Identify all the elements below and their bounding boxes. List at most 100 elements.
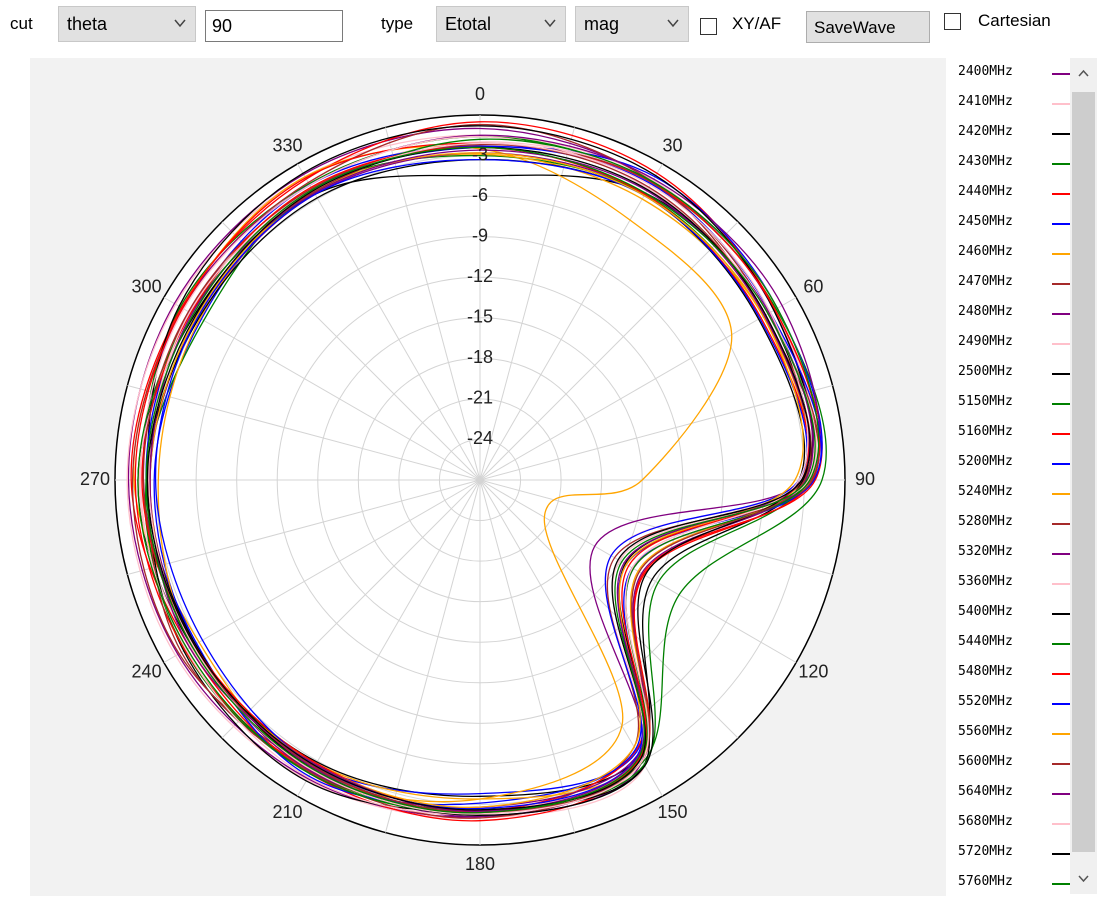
grid-spoke: [163, 479, 481, 663]
radial-tick-label: -9: [472, 225, 488, 245]
type-select-value: Etotal: [445, 14, 492, 34]
grid-spoke: [479, 127, 575, 481]
legend-item-label: 2420MHz: [958, 124, 1013, 139]
angle-tick-label: 330: [272, 135, 302, 155]
legend-swatch: [1052, 853, 1072, 855]
legend-swatch: [1052, 673, 1072, 675]
legend-swatch: [1052, 493, 1072, 495]
scroll-thumb[interactable]: [1072, 92, 1095, 852]
legend-swatch: [1052, 763, 1072, 765]
angle-tick-label: 0: [475, 84, 485, 104]
series-line-5560MHz: [149, 152, 804, 809]
radial-tick-label: -18: [467, 347, 493, 367]
grid-spoke: [221, 221, 481, 481]
legend-swatch: [1052, 343, 1072, 345]
legend-swatch: [1052, 73, 1072, 75]
grid-spoke: [297, 479, 481, 797]
legend-item-label: 5240MHz: [958, 484, 1013, 499]
legend-item-label: 5560MHz: [958, 724, 1013, 739]
radial-tick-label: -6: [472, 185, 488, 205]
legend-swatch: [1052, 373, 1072, 375]
grid-spoke: [163, 297, 481, 481]
polar-chart: 0 30 60 90 120 150 180 210 240 270 300 330 -3 -6 -9 -12…: [80, 84, 875, 874]
legend-swatch: [1052, 823, 1072, 825]
grid-spoke: [221, 479, 481, 739]
legend-swatch: [1052, 703, 1072, 705]
chevron-up-icon: [1078, 69, 1089, 77]
legend-swatch: [1052, 193, 1072, 195]
type-select[interactable]: Etotal: [436, 6, 566, 42]
grid-spoke: [385, 127, 481, 481]
grid-spoke: [127, 385, 481, 481]
chevron-down-icon: [174, 19, 186, 28]
radial-tick-label: -3: [472, 144, 488, 164]
grid-spoke: [479, 479, 663, 797]
angle-tick-label: 270: [80, 469, 110, 489]
scale-select[interactable]: mag: [575, 6, 689, 42]
legend-item-label: 5200MHz: [958, 454, 1013, 469]
legend-swatch: [1052, 643, 1072, 645]
legend-swatch: [1052, 583, 1072, 585]
toolbar: cut theta 90 type Etotal mag XY/AF SaveW…: [0, 0, 1097, 52]
scale-select-value: mag: [584, 14, 620, 34]
grid-spoke: [479, 479, 575, 833]
legend-swatch: [1052, 793, 1072, 795]
cartesian-label: Cartesian: [978, 11, 1051, 30]
grid-spoke: [479, 221, 739, 481]
series-line-5400MHz: [146, 158, 806, 816]
legend-swatch: [1052, 733, 1072, 735]
angle-tick-label: 60: [803, 276, 823, 296]
legend-item-label: 2430MHz: [958, 154, 1013, 169]
series-line-5760MHz: [145, 146, 816, 814]
scroll-up-button[interactable]: [1070, 58, 1097, 90]
series-line-5720MHz: [146, 146, 811, 811]
legend-item-label: 2470MHz: [958, 274, 1013, 289]
legend-item-label: 5720MHz: [958, 844, 1013, 859]
legend-item-label: 5520MHz: [958, 694, 1013, 709]
angle-tick-label: 150: [657, 802, 687, 822]
legend-item-label: 5320MHz: [958, 544, 1013, 559]
legend-item-label: 2490MHz: [958, 334, 1013, 349]
legend-scrollbar[interactable]: [1070, 58, 1097, 894]
angle-tick-label: 210: [272, 802, 302, 822]
series-line-5640MHz: [149, 149, 811, 812]
grid-spoke: [479, 297, 797, 481]
scroll-down-button[interactable]: [1070, 862, 1097, 894]
legend-swatch: [1052, 103, 1072, 105]
legend-item-label: 2460MHz: [958, 244, 1013, 259]
radial-tick-label: -24: [467, 428, 493, 448]
legend-swatch: [1052, 463, 1072, 465]
legend-item-label: 5600MHz: [958, 754, 1013, 769]
legend-item-label: 2500MHz: [958, 364, 1013, 379]
legend-item-label: 2440MHz: [958, 184, 1013, 199]
chevron-down-icon: [544, 19, 556, 28]
chevron-down-icon: [667, 19, 679, 28]
legend-item-label: 5280MHz: [958, 514, 1013, 529]
legend-item-label: 5480MHz: [958, 664, 1013, 679]
angle-input[interactable]: 90: [205, 10, 343, 42]
angle-tick-label: 120: [798, 661, 828, 681]
savewave-button[interactable]: SaveWave: [806, 11, 930, 43]
radial-tick-label: -12: [467, 266, 493, 286]
series-line-5680MHz: [148, 142, 809, 815]
legend-item-label: 2450MHz: [958, 214, 1013, 229]
xyaf-checkbox[interactable]: [700, 18, 717, 35]
grid-spoke: [297, 163, 481, 481]
legend: 2400MHz 2410MHz 2420MHz 2430MHz 2440MHz 2450M…: [946, 58, 1072, 889]
grid-spoke: [479, 163, 663, 481]
legend-swatch: [1052, 283, 1072, 285]
legend-swatch: [1052, 223, 1072, 225]
angle-tick-label: 90: [855, 469, 875, 489]
cut-select[interactable]: theta: [58, 6, 196, 42]
grid-spoke: [479, 385, 833, 481]
legend-item-label: 5400MHz: [958, 604, 1013, 619]
legend-item-label: 2410MHz: [958, 94, 1013, 109]
legend-swatch: [1052, 553, 1072, 555]
radial-tick-label: -21: [467, 388, 493, 408]
legend-item-label: 2400MHz: [958, 64, 1013, 79]
legend-swatch: [1052, 163, 1072, 165]
legend-swatch: [1052, 433, 1072, 435]
type-label: type: [381, 14, 414, 33]
angle-input-value: 90: [212, 16, 233, 36]
cartesian-checkbox[interactable]: [944, 13, 961, 30]
